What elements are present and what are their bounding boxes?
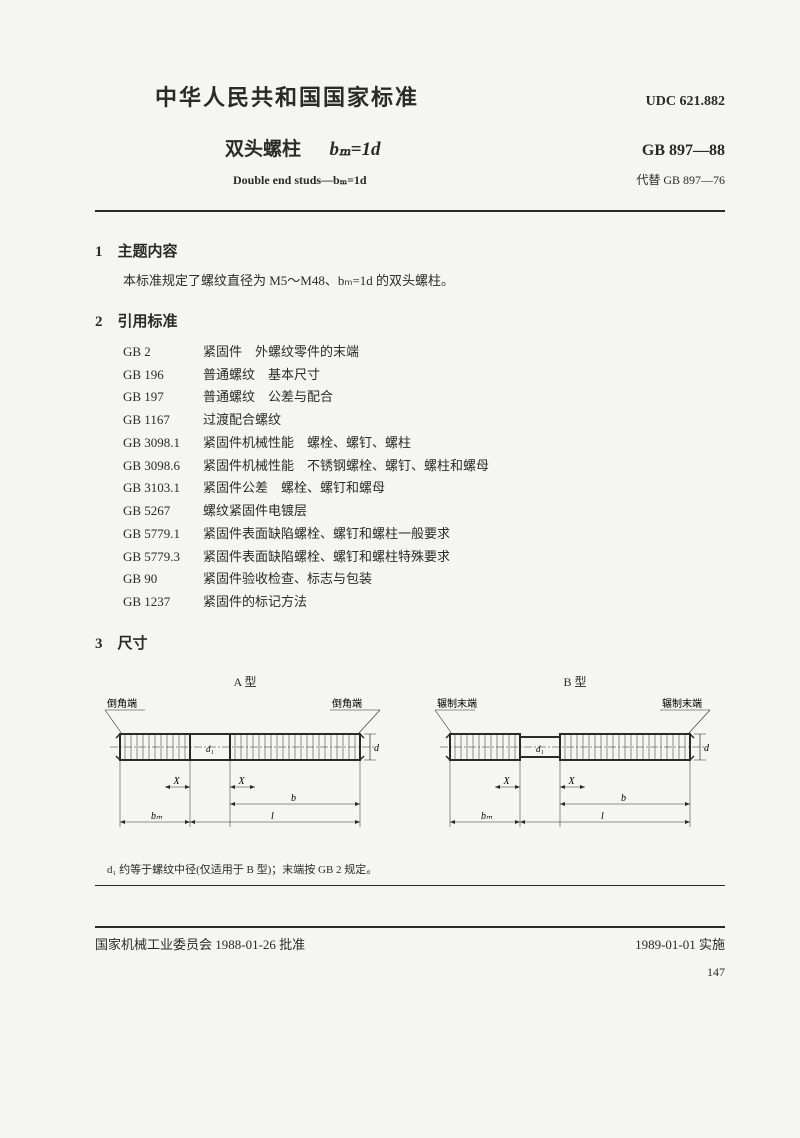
reference-title: 紧固件验收检查、标志与包装 <box>203 568 372 591</box>
footer-divider <box>95 926 725 928</box>
svg-text:bₘ: bₘ <box>481 811 493 822</box>
reference-title: 紧固件表面缺陷螺栓、螺钉和螺柱特殊要求 <box>203 546 450 569</box>
reference-row: GB 197普通螺纹 公差与配合 <box>123 386 725 409</box>
footer-effective: 1989-01-01 实施 <box>635 934 725 953</box>
svg-text:d: d <box>704 743 710 754</box>
svg-text:d: d <box>374 743 380 754</box>
reference-row: GB 3098.6紧固件机械性能 不锈钢螺栓、螺钉、螺柱和螺母 <box>123 455 725 478</box>
reference-row: GB 2紧固件 外螺纹零件的末端 <box>123 341 725 364</box>
reference-row: GB 5779.3紧固件表面缺陷螺栓、螺钉和螺柱特殊要求 <box>123 546 725 569</box>
svg-text:X: X <box>568 776 576 787</box>
svg-text:X: X <box>503 776 511 787</box>
reference-code: GB 3098.1 <box>123 432 203 455</box>
gb-code: GB 897—88 <box>642 142 725 160</box>
reference-row: GB 5779.1紧固件表面缺陷螺栓、螺钉和螺柱一般要求 <box>123 523 725 546</box>
page-number: 147 <box>95 965 725 980</box>
diagram-b-title: B 型 <box>425 673 725 690</box>
reference-row: GB 3098.1紧固件机械性能 螺栓、螺钉、螺柱 <box>123 432 725 455</box>
main-title: 中华人民共和国国家标准 <box>155 80 419 112</box>
svg-text:X: X <box>238 776 246 787</box>
svg-text:l: l <box>271 811 274 822</box>
reference-row: GB 90紧固件验收检查、标志与包装 <box>123 568 725 591</box>
supersede-text: 代替 GB 897—76 <box>636 171 725 188</box>
section2-heading: 2 引用标准 <box>95 310 725 331</box>
reference-code: GB 5779.3 <box>123 546 203 569</box>
svg-text:l: l <box>601 811 604 822</box>
svg-text:X: X <box>173 776 181 787</box>
reference-title: 紧固件的标记方法 <box>203 591 307 614</box>
svg-text:b: b <box>621 793 626 804</box>
reference-row: GB 1237紧固件的标记方法 <box>123 591 725 614</box>
section3-heading: 3 尺寸 <box>95 632 725 653</box>
svg-text:倒角端: 倒角端 <box>107 697 137 710</box>
diagrams-container: A 型 d d₁ 倒角端 倒角端 X Xb bₘ l B 型 d d₁ 辗制末端 辗制末端 X Xb bₘ… <box>95 673 725 847</box>
sub-title-formula: bₘ=1d <box>330 139 381 160</box>
reference-row: GB 196普通螺纹 基本尺寸 <box>123 364 725 387</box>
sub-title: 双头螺柱 bₘ=1d <box>225 134 381 161</box>
udc-code: UDC 621.882 <box>646 94 725 110</box>
diagram-a-wrap: A 型 d d₁ 倒角端 倒角端 X Xb bₘ l <box>95 673 395 847</box>
reference-title: 普通螺纹 基本尺寸 <box>203 364 320 387</box>
reference-title: 螺纹紧固件电镀层 <box>203 500 307 523</box>
svg-text:辗制末端: 辗制末端 <box>662 697 702 710</box>
svg-text:d₁: d₁ <box>536 744 544 754</box>
reference-code: GB 196 <box>123 364 203 387</box>
reference-title: 紧固件机械性能 螺栓、螺钉、螺柱 <box>203 432 411 455</box>
footer-approval: 国家机械工业委员会 1988-01-26 批准 <box>95 934 305 953</box>
svg-text:d₁: d₁ <box>206 744 214 754</box>
note-divider <box>95 885 725 886</box>
reference-row: GB 3103.1紧固件公差 螺栓、螺钉和螺母 <box>123 477 725 500</box>
reference-code: GB 1237 <box>123 591 203 614</box>
reference-title: 紧固件 外螺纹零件的末端 <box>203 341 359 364</box>
reference-title: 紧固件公差 螺栓、螺钉和螺母 <box>203 477 385 500</box>
reference-title: 紧固件机械性能 不锈钢螺栓、螺钉、螺柱和螺母 <box>203 455 489 478</box>
svg-text:bₘ: bₘ <box>151 811 163 822</box>
diagram-b-svg: d d₁ 辗制末端 辗制末端 X Xb bₘ l <box>425 692 725 842</box>
sub-title-prefix: 双头螺柱 <box>225 139 301 160</box>
svg-text:b: b <box>291 793 296 804</box>
reference-code: GB 90 <box>123 568 203 591</box>
reference-title: 普通螺纹 公差与配合 <box>203 386 333 409</box>
reference-code: GB 197 <box>123 386 203 409</box>
section1-body: 本标准规定了螺纹直径为 M5～M48、bₘ=1d 的双头螺柱。 <box>123 271 725 292</box>
reference-row: GB 1167过渡配合螺纹 <box>123 409 725 432</box>
reference-code: GB 3103.1 <box>123 477 203 500</box>
header-divider <box>95 210 725 212</box>
reference-list: GB 2紧固件 外螺纹零件的末端GB 196普通螺纹 基本尺寸GB 197普通螺… <box>123 341 725 614</box>
footer-row: 国家机械工业委员会 1988-01-26 批准 1989-01-01 实施 <box>95 934 725 953</box>
document-header: 中华人民共和国国家标准 UDC 621.882 双头螺柱 bₘ=1d GB 89… <box>95 80 725 188</box>
reference-code: GB 3098.6 <box>123 455 203 478</box>
reference-title: 过渡配合螺纹 <box>203 409 281 432</box>
english-title: Double end studs—bₘ=1d <box>233 173 367 188</box>
reference-code: GB 1167 <box>123 409 203 432</box>
diagram-note: d₁ 约等于螺纹中径(仅适用于 B 型)；末端按 GB 2 规定。 <box>107 861 725 877</box>
reference-row: GB 5267螺纹紧固件电镀层 <box>123 500 725 523</box>
diagram-a-svg: d d₁ 倒角端 倒角端 X Xb bₘ l <box>95 692 395 842</box>
reference-title: 紧固件表面缺陷螺栓、螺钉和螺柱一般要求 <box>203 523 450 546</box>
reference-code: GB 2 <box>123 341 203 364</box>
reference-code: GB 5267 <box>123 500 203 523</box>
reference-code: GB 5779.1 <box>123 523 203 546</box>
diagram-a-title: A 型 <box>95 673 395 690</box>
svg-text:倒角端: 倒角端 <box>332 697 362 710</box>
section1-heading: 1 主题内容 <box>95 240 725 261</box>
svg-text:辗制末端: 辗制末端 <box>437 697 477 710</box>
diagram-b-wrap: B 型 d d₁ 辗制末端 辗制末端 X Xb bₘ l <box>425 673 725 847</box>
